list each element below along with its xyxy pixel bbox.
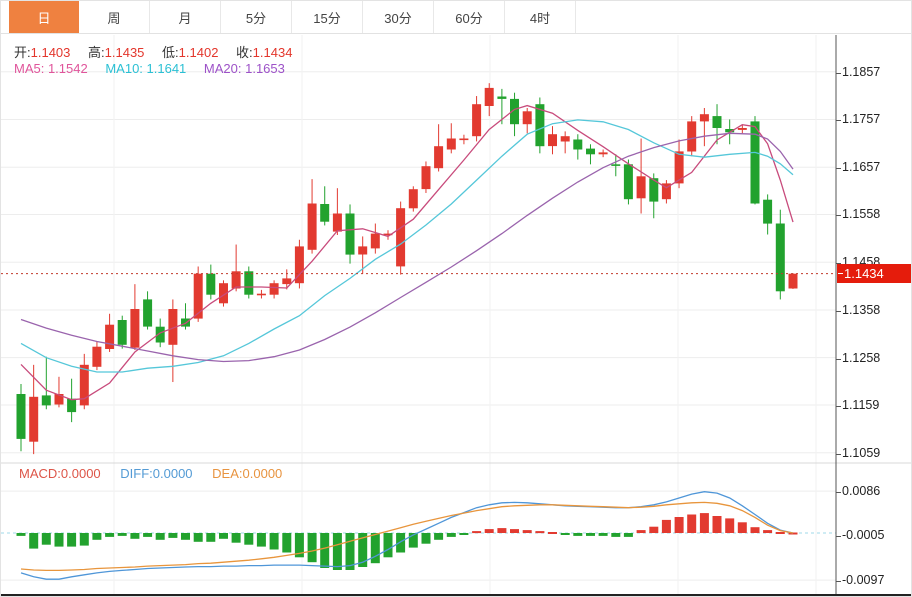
open-label: 开: <box>14 45 31 60</box>
price-tick: 1.1757 <box>835 112 881 126</box>
last-price-badge: 1.1434 <box>837 264 911 283</box>
period-tab-bar: 日 周 月 5分 15分 30分 60分 4时 <box>1 1 911 34</box>
macd-value: MACD:0.0000 <box>19 466 101 481</box>
tab-month[interactable]: 月 <box>150 1 221 33</box>
dea-line <box>20 501 794 572</box>
tab-day[interactable]: 日 <box>9 1 79 33</box>
open-value: 1.1403 <box>30 45 71 60</box>
close-label: 收: <box>236 45 253 60</box>
grid-layer <box>1 35 836 595</box>
high-value: 1.1435 <box>104 45 145 60</box>
price-tick: 1.1258 <box>835 351 881 365</box>
tab-week[interactable]: 周 <box>79 1 150 33</box>
macd-histogram-layer <box>16 513 798 570</box>
tab-5min[interactable]: 5分 <box>221 1 292 33</box>
low-label: 低: <box>162 45 179 60</box>
macd-legend: MACD:0.0000 DIFF:0.0000 DEA:0.0000 <box>19 466 282 481</box>
macd-tick: -0.0097 <box>835 573 885 587</box>
macd-tick: -0.0005 <box>835 528 885 542</box>
tab-30min[interactable]: 30分 <box>363 1 434 33</box>
price-tick: 1.1558 <box>835 207 881 221</box>
tab-15min[interactable]: 15分 <box>292 1 363 33</box>
ma20-line <box>20 132 794 363</box>
ma20-legend: MA20: 1.1653 <box>203 61 285 76</box>
candles-layer <box>16 83 798 455</box>
tab-4hour[interactable]: 4时 <box>505 1 576 33</box>
price-tick: 1.1358 <box>835 303 881 317</box>
ma5-line <box>20 104 794 401</box>
ma10-legend: MA10: 1.1641 <box>105 61 187 76</box>
ma5-legend: MA5: 1.1542 <box>14 61 88 76</box>
tab-60min[interactable]: 60分 <box>434 1 505 33</box>
ma-legend: MA5: 1.1542 MA10: 1.1641 MA20: 1.1653 <box>14 61 285 76</box>
price-tick: 1.1159 <box>835 398 880 412</box>
price-tick: 1.1657 <box>835 160 881 174</box>
ohlc-readout: 开:1.1403 高:1.1435 低:1.1402 收:1.1434 <box>14 42 306 61</box>
dea-value: DEA:0.0000 <box>212 466 283 481</box>
close-value: 1.1434 <box>252 45 293 60</box>
low-value: 1.1402 <box>178 45 219 60</box>
diff-line <box>20 491 794 580</box>
price-tick: 1.1059 <box>835 446 881 460</box>
high-label: 高: <box>88 45 105 60</box>
diff-value: DIFF:0.0000 <box>120 466 193 481</box>
price-tick: 1.1857 <box>835 65 881 79</box>
macd-tick: 0.0086 <box>835 484 881 498</box>
ma10-line <box>20 119 794 373</box>
